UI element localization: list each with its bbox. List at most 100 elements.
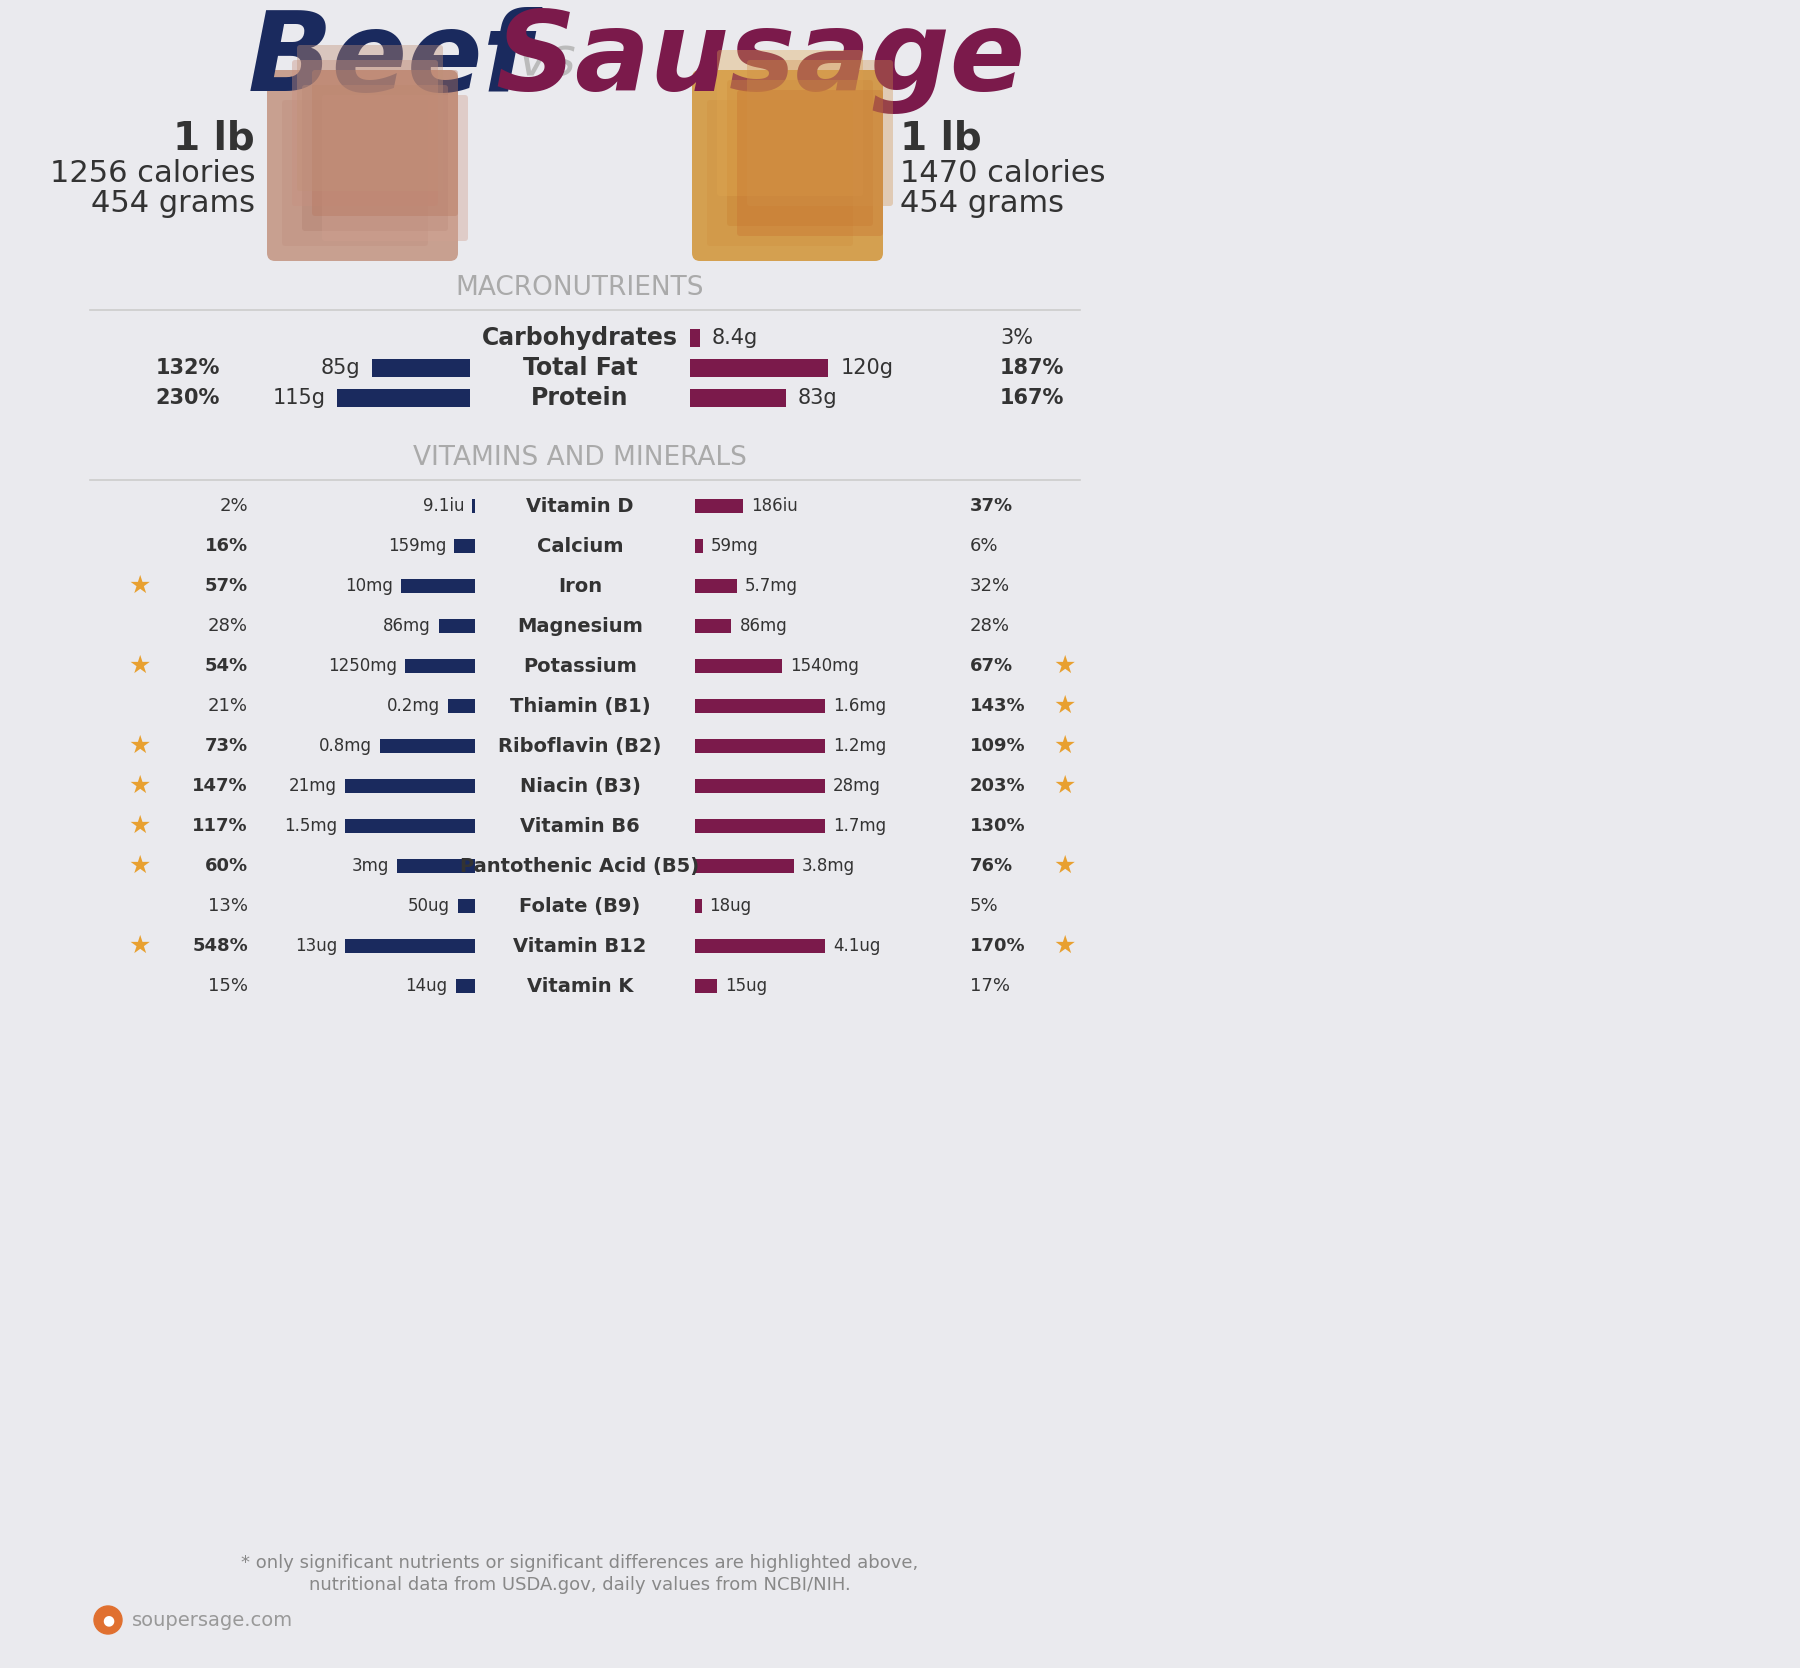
Text: soupersage.com: soupersage.com: [131, 1611, 293, 1630]
Bar: [448, 699, 475, 712]
FancyBboxPatch shape: [266, 70, 457, 260]
FancyBboxPatch shape: [727, 80, 873, 225]
Text: * only significant nutrients or significant differences are highlighted above,: * only significant nutrients or signific…: [241, 1555, 918, 1571]
Bar: [346, 779, 475, 792]
Text: 6%: 6%: [970, 537, 999, 555]
Text: 143%: 143%: [970, 697, 1026, 716]
Text: Niacin (B3): Niacin (B3): [520, 777, 641, 796]
FancyBboxPatch shape: [311, 70, 457, 215]
Text: 230%: 230%: [155, 389, 220, 409]
Text: 1.2mg: 1.2mg: [833, 737, 886, 756]
Text: Beef: Beef: [248, 7, 533, 113]
Text: 167%: 167%: [1001, 389, 1064, 409]
Text: 17%: 17%: [970, 977, 1010, 996]
Text: 14ug: 14ug: [405, 977, 448, 996]
Text: 120g: 120g: [841, 359, 893, 379]
Text: ★: ★: [1053, 854, 1076, 877]
Text: Vitamin K: Vitamin K: [527, 976, 634, 996]
Text: 13ug: 13ug: [295, 937, 337, 956]
Text: ★: ★: [130, 734, 151, 757]
Bar: [695, 779, 824, 792]
Text: ★: ★: [130, 574, 151, 599]
Text: 21mg: 21mg: [290, 777, 337, 796]
Text: Vitamin B12: Vitamin B12: [513, 936, 646, 956]
Bar: [695, 819, 824, 832]
Text: nutritional data from USDA.gov, daily values from NCBI/NIH.: nutritional data from USDA.gov, daily va…: [310, 1576, 851, 1595]
Bar: [346, 819, 475, 832]
Text: 54%: 54%: [205, 657, 248, 676]
Text: 28mg: 28mg: [833, 777, 880, 796]
Text: 18ug: 18ug: [709, 897, 752, 916]
Text: 73%: 73%: [205, 737, 248, 756]
Text: Vitamin D: Vitamin D: [526, 497, 634, 515]
Text: Thiamin (B1): Thiamin (B1): [509, 697, 650, 716]
Text: VITAMINS AND MINERALS: VITAMINS AND MINERALS: [412, 445, 747, 470]
Text: 50ug: 50ug: [409, 897, 450, 916]
Text: 3%: 3%: [1001, 329, 1033, 349]
Text: 548%: 548%: [193, 937, 248, 956]
Text: 115g: 115g: [272, 389, 326, 409]
Text: 13%: 13%: [209, 897, 248, 916]
Bar: [695, 699, 824, 712]
Text: 159mg: 159mg: [387, 537, 446, 555]
Text: 1540mg: 1540mg: [790, 657, 859, 676]
Text: 187%: 187%: [1001, 359, 1064, 379]
Text: ★: ★: [130, 774, 151, 797]
Text: 32%: 32%: [970, 577, 1010, 595]
Text: Potassium: Potassium: [524, 657, 637, 676]
Text: 15%: 15%: [209, 977, 248, 996]
FancyBboxPatch shape: [302, 85, 448, 230]
Bar: [398, 859, 475, 872]
Text: 15ug: 15ug: [725, 977, 767, 996]
Text: 21%: 21%: [209, 697, 248, 716]
Text: ★: ★: [130, 814, 151, 837]
Bar: [695, 859, 794, 872]
Text: 0.2mg: 0.2mg: [387, 697, 439, 716]
Bar: [455, 979, 475, 992]
Bar: [695, 539, 702, 554]
Text: 85g: 85g: [320, 359, 360, 379]
Text: 76%: 76%: [970, 857, 1013, 876]
Text: 57%: 57%: [205, 577, 248, 595]
Text: 28%: 28%: [970, 617, 1010, 636]
Text: 1.5mg: 1.5mg: [284, 817, 337, 836]
Text: ★: ★: [130, 854, 151, 877]
FancyBboxPatch shape: [322, 95, 468, 240]
Bar: [454, 539, 475, 554]
Text: 109%: 109%: [970, 737, 1026, 756]
Circle shape: [94, 1606, 122, 1635]
Text: 28%: 28%: [209, 617, 248, 636]
Text: Calcium: Calcium: [536, 537, 623, 555]
FancyBboxPatch shape: [707, 100, 853, 245]
FancyBboxPatch shape: [716, 50, 862, 197]
Text: Vitamin B6: Vitamin B6: [520, 817, 639, 836]
Text: 8.4g: 8.4g: [711, 329, 758, 349]
Text: Riboflavin (B2): Riboflavin (B2): [499, 737, 662, 756]
Text: 132%: 132%: [155, 359, 220, 379]
Text: Total Fat: Total Fat: [522, 355, 637, 380]
Bar: [689, 389, 787, 407]
Bar: [695, 619, 731, 632]
Bar: [457, 899, 475, 912]
Text: 1250mg: 1250mg: [328, 657, 396, 676]
Text: 83g: 83g: [797, 389, 837, 409]
Bar: [695, 659, 781, 672]
Text: 147%: 147%: [193, 777, 248, 796]
Text: 130%: 130%: [970, 817, 1026, 836]
Bar: [695, 979, 716, 992]
Text: 59mg: 59mg: [711, 537, 758, 555]
Text: ★: ★: [1053, 774, 1076, 797]
Text: 67%: 67%: [970, 657, 1013, 676]
Text: 1.6mg: 1.6mg: [833, 697, 886, 716]
Bar: [337, 389, 470, 407]
Text: ★: ★: [130, 654, 151, 677]
Text: 1256 calories: 1256 calories: [50, 158, 256, 187]
Text: MACRONUTRIENTS: MACRONUTRIENTS: [455, 275, 704, 300]
Bar: [695, 499, 743, 514]
FancyBboxPatch shape: [283, 100, 428, 245]
Bar: [695, 939, 824, 952]
Text: Folate (B9): Folate (B9): [520, 896, 641, 916]
FancyBboxPatch shape: [747, 60, 893, 207]
Text: 10mg: 10mg: [346, 577, 392, 595]
FancyBboxPatch shape: [736, 90, 884, 235]
